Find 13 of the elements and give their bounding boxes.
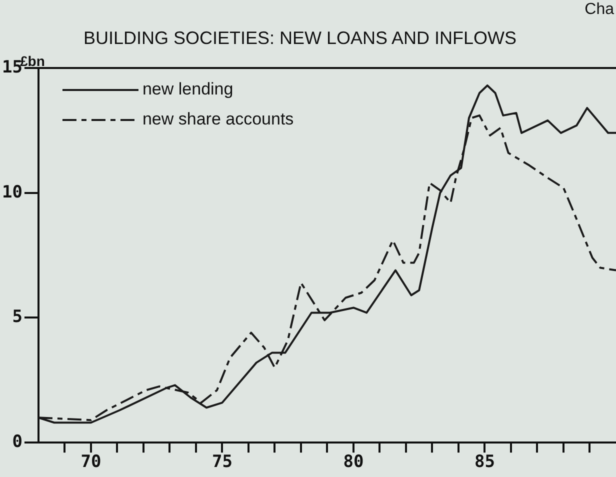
x-tick-label: 70 xyxy=(80,452,102,472)
x-tick-label: 80 xyxy=(343,452,364,472)
legend-label: new share accounts xyxy=(142,110,294,129)
y-tick-label: 15 xyxy=(2,57,22,78)
text: Cha xyxy=(584,1,614,18)
y-tick-label: 10 xyxy=(2,182,22,202)
chart-title: BUILDING SOCIETIES: NEW LOANS AND INFLOWS xyxy=(83,28,517,48)
x-tick-label: 85 xyxy=(474,452,495,472)
y-tick-label: 5 xyxy=(12,307,22,328)
y-axis-title: £bn xyxy=(20,53,45,69)
y-tick-label: 0 xyxy=(12,432,22,452)
x-tick-label: 75 xyxy=(212,452,232,472)
legend-label: new lending xyxy=(142,80,234,99)
